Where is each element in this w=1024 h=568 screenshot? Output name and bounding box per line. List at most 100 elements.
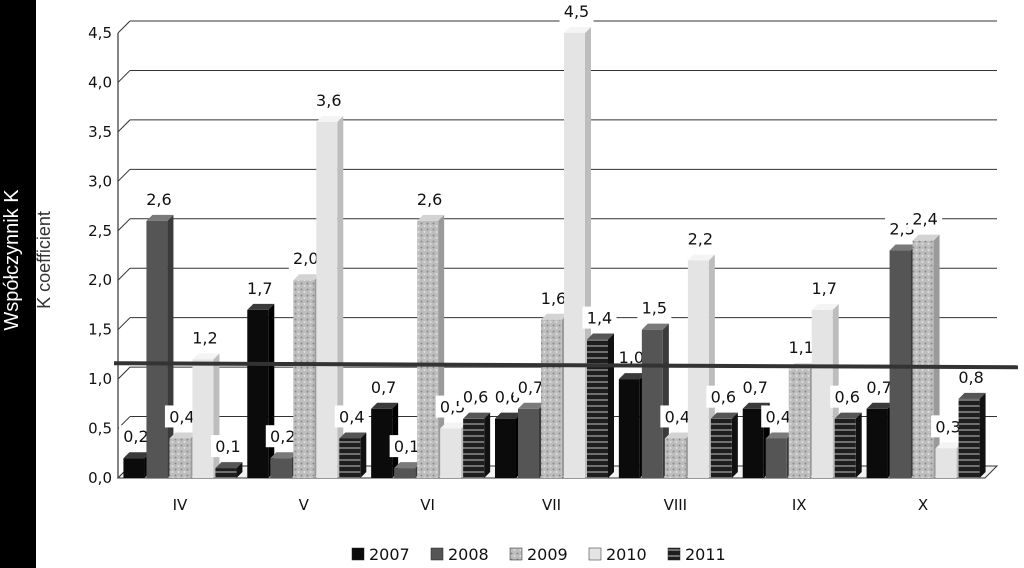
data-label: 1,7	[242, 276, 277, 299]
bar-top	[811, 303, 839, 310]
svg-text:0,1: 0,1	[215, 437, 240, 456]
legend-item: 2010	[588, 545, 647, 564]
y-tick-label: 3,5	[88, 123, 112, 141]
bar	[146, 214, 174, 478]
data-label: 0,2	[118, 425, 153, 448]
y-axis-label-en: K coefficient	[34, 211, 54, 309]
bar-top	[710, 412, 738, 419]
legend-swatch	[430, 547, 444, 561]
bar	[641, 323, 669, 478]
y-axis-label-pl: Współczynnik K	[1, 189, 23, 331]
y-tick-label: 1,0	[88, 370, 112, 388]
svg-text:0,6: 0,6	[834, 388, 859, 407]
gridline-side	[117, 70, 131, 83]
legend-label: 2011	[685, 545, 726, 564]
svg-text:2,6: 2,6	[146, 190, 171, 209]
bar-face	[417, 220, 439, 478]
svg-text:0,4: 0,4	[765, 407, 790, 426]
svg-text:1,7: 1,7	[247, 279, 272, 298]
bar-side	[979, 392, 986, 478]
legend-swatch	[509, 547, 523, 561]
legend-label: 2008	[448, 545, 489, 564]
bar	[664, 432, 692, 478]
y-tick-label: 3,0	[88, 172, 112, 190]
bar-face	[146, 220, 168, 478]
bar-top	[394, 462, 422, 469]
bar-side	[268, 303, 275, 478]
bar	[866, 402, 894, 478]
bar-face	[834, 418, 856, 478]
bar	[587, 333, 614, 478]
bar-top	[664, 432, 692, 439]
bar	[541, 313, 568, 478]
bar-side	[337, 116, 344, 478]
bar-face	[316, 122, 338, 478]
bar-side	[484, 412, 491, 478]
bar-face	[641, 329, 663, 478]
reference-line	[113, 361, 1019, 370]
bar-top	[293, 274, 321, 281]
bar-face	[518, 408, 539, 478]
bar-top	[958, 392, 986, 399]
legend-swatch	[351, 547, 365, 561]
svg-text:0,2: 0,2	[123, 427, 148, 446]
bar-top	[618, 373, 646, 380]
bar	[316, 116, 344, 478]
bar-top	[270, 452, 298, 459]
bar-face	[742, 408, 764, 478]
bar-top	[518, 402, 545, 409]
bar-face	[788, 369, 810, 478]
data-label: 0,7	[513, 375, 548, 398]
bar	[293, 274, 321, 478]
bar	[123, 452, 151, 478]
bar-top	[247, 303, 275, 310]
bar-top	[564, 27, 591, 33]
bar-face	[463, 418, 485, 478]
data-label: 0,6	[706, 385, 741, 408]
bar-top	[339, 432, 367, 439]
svg-text:1,5: 1,5	[642, 299, 667, 318]
bar-top	[371, 402, 399, 409]
category-label: VI	[420, 496, 435, 514]
data-label: 3,6	[311, 89, 346, 111]
bar-top	[215, 462, 243, 469]
bar	[394, 462, 422, 478]
data-label: 2,6	[141, 187, 176, 210]
legend-label: 2010	[606, 545, 647, 564]
data-label: 0,6	[830, 385, 865, 408]
bar-top	[495, 412, 522, 419]
category-label: VII	[542, 496, 561, 514]
bar-face	[339, 438, 361, 478]
bar-face	[811, 309, 833, 478]
data-label: 2,2	[683, 227, 718, 250]
bar-face	[958, 398, 980, 478]
bar-face	[270, 458, 292, 478]
svg-text:2,4: 2,4	[912, 210, 937, 229]
data-label: 0,7	[366, 375, 401, 398]
bar-face	[765, 438, 787, 478]
bar-side	[360, 432, 367, 478]
bar	[247, 303, 275, 478]
svg-text:0,6: 0,6	[463, 388, 488, 407]
svg-text:0,1: 0,1	[394, 437, 419, 456]
left-dark-strip	[0, 0, 36, 568]
bar	[788, 363, 816, 478]
bar-face	[935, 448, 957, 478]
legend-item: 2009	[509, 545, 568, 564]
bar-face	[371, 408, 393, 478]
data-label: 1,2	[187, 326, 222, 349]
bar-face	[618, 379, 640, 478]
gridline-side	[117, 168, 131, 182]
bar-top	[541, 313, 568, 320]
bar-face	[293, 280, 315, 478]
svg-text:1,4: 1,4	[587, 309, 612, 328]
svg-text:0,7: 0,7	[371, 378, 396, 397]
bar-face	[169, 438, 191, 478]
bar-top	[834, 412, 862, 419]
svg-text:0,4: 0,4	[339, 407, 364, 426]
bar-top	[123, 452, 151, 459]
bar-face	[912, 240, 934, 478]
bar-top	[687, 254, 715, 261]
category-label: VIII	[664, 496, 688, 514]
